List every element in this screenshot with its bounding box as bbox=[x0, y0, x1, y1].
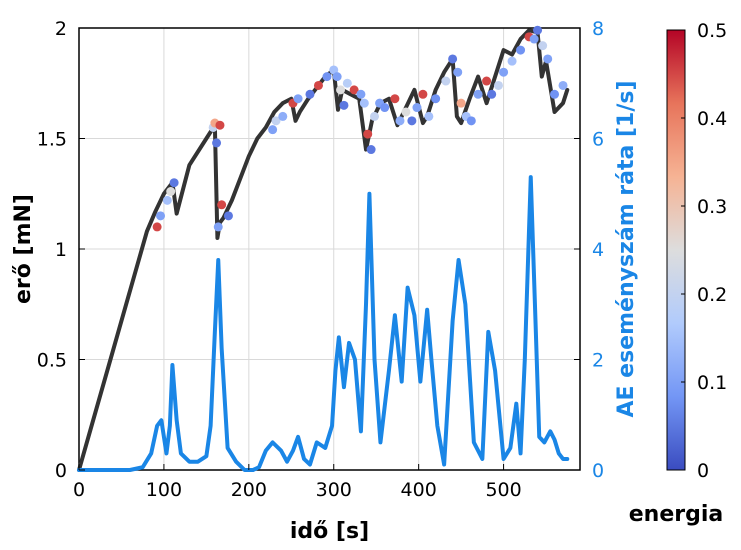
ae-event-point bbox=[538, 41, 548, 51]
ae-event-point bbox=[268, 125, 278, 135]
grid bbox=[78, 27, 580, 471]
ae-event-point bbox=[322, 72, 332, 82]
colorbar-title: energia bbox=[629, 502, 724, 527]
colorbar bbox=[666, 29, 686, 471]
ae-event-point bbox=[166, 187, 176, 197]
ae-event-point bbox=[329, 65, 339, 75]
ae-event-point bbox=[412, 103, 422, 113]
ae-event-point bbox=[453, 67, 463, 77]
ae-event-point bbox=[215, 120, 225, 130]
x-tick-label: 0 bbox=[73, 479, 85, 501]
ae-event-point bbox=[271, 116, 281, 126]
colorbar-tick-label: 0.1 bbox=[697, 372, 727, 394]
ae-event-point bbox=[332, 72, 342, 82]
ae-event-point bbox=[293, 94, 303, 104]
x-tick-label: 300 bbox=[316, 479, 352, 501]
ae-event-point bbox=[278, 111, 288, 121]
y-left-tick-label: 0 bbox=[55, 460, 67, 482]
x-tick-label: 100 bbox=[146, 479, 182, 501]
ae-event-point bbox=[162, 195, 172, 205]
y-right-tick-label: 4 bbox=[592, 239, 604, 261]
ae-event-point bbox=[390, 94, 400, 104]
ae-event-point bbox=[156, 211, 166, 221]
x-axis-ticks: 0 100 200 300 400 500 bbox=[73, 464, 522, 501]
ae-event-point bbox=[349, 85, 359, 95]
y-left-tick-label: 1.5 bbox=[37, 129, 67, 151]
colorbar-tick-label: 0.4 bbox=[697, 108, 727, 130]
ae-event-point bbox=[507, 56, 517, 66]
ae-event-point bbox=[152, 222, 162, 232]
ae-event-point bbox=[448, 54, 458, 64]
colorbar-tick-label: 0 bbox=[697, 460, 709, 482]
ae-event-point bbox=[482, 76, 492, 86]
ae-event-point bbox=[223, 211, 233, 221]
ae-event-point bbox=[424, 111, 434, 121]
ae-event-point bbox=[456, 98, 466, 108]
x-tick-label: 400 bbox=[401, 479, 437, 501]
colorbar-tick-label: 0.2 bbox=[697, 284, 727, 306]
y-left-tick-label: 2 bbox=[55, 18, 67, 40]
y-right-axis-title: AE eseményszám ráta [1/s] bbox=[614, 80, 639, 417]
colorbar-ticks: 0 0.1 0.2 0.3 0.4 0.5 bbox=[681, 20, 727, 482]
ae-event-point bbox=[313, 80, 323, 90]
ae-event-point bbox=[363, 129, 373, 139]
ae-event-point bbox=[487, 89, 497, 99]
y-left-tick-label: 1 bbox=[55, 239, 67, 261]
ae-event-point bbox=[543, 54, 553, 64]
ae-event-point bbox=[169, 178, 179, 188]
colorbar-tick-label: 0.3 bbox=[697, 196, 727, 218]
x-axis-title: idő [s] bbox=[290, 519, 369, 544]
ae-event-point bbox=[516, 45, 526, 55]
ae-event-points bbox=[152, 25, 568, 232]
ae-event-point bbox=[339, 100, 349, 110]
ae-event-point bbox=[359, 98, 369, 108]
y-left-axis-title: erő [mN] bbox=[11, 194, 36, 304]
ae-event-point bbox=[213, 222, 223, 232]
ae-event-point bbox=[401, 107, 411, 117]
ae-event-point bbox=[305, 89, 315, 99]
ae-event-point bbox=[441, 76, 451, 86]
ae-rate-line bbox=[77, 175, 570, 472]
ae-event-point bbox=[380, 103, 390, 113]
ae-event-point bbox=[529, 34, 539, 44]
ae-event-point bbox=[407, 116, 417, 126]
ae-event-point bbox=[431, 94, 441, 104]
ae-event-point bbox=[466, 116, 476, 126]
y-left-axis-ticks: 0 0.5 1 1.5 2 bbox=[37, 18, 85, 482]
y-right-tick-label: 8 bbox=[592, 18, 604, 40]
ae-event-point bbox=[212, 138, 222, 148]
ae-event-point bbox=[550, 89, 560, 99]
ae-event-point bbox=[336, 85, 346, 95]
x-tick-label: 200 bbox=[231, 479, 267, 501]
ae-event-point bbox=[533, 25, 543, 35]
ae-rate-series bbox=[77, 175, 570, 472]
ae-event-point bbox=[493, 80, 503, 90]
ae-event-point bbox=[356, 89, 366, 99]
y-right-tick-label: 6 bbox=[592, 129, 604, 151]
ae-event-point bbox=[217, 200, 227, 210]
colorbar-tick-label: 0.5 bbox=[697, 20, 727, 42]
ae-event-point bbox=[499, 67, 509, 77]
y-right-tick-label: 0 bbox=[592, 460, 604, 482]
ae-event-point bbox=[366, 145, 376, 155]
y-left-tick-label: 0.5 bbox=[37, 350, 67, 372]
ae-event-point bbox=[370, 111, 380, 121]
ae-event-point bbox=[395, 116, 405, 126]
y-right-tick-label: 2 bbox=[592, 350, 604, 372]
ae-event-point bbox=[418, 89, 428, 99]
ae-event-point bbox=[558, 80, 568, 90]
x-tick-label: 500 bbox=[485, 479, 521, 501]
y-right-axis-ticks: 0 2 4 6 8 bbox=[574, 18, 604, 482]
ae-event-point bbox=[342, 78, 352, 88]
ae-event-point bbox=[473, 89, 483, 99]
